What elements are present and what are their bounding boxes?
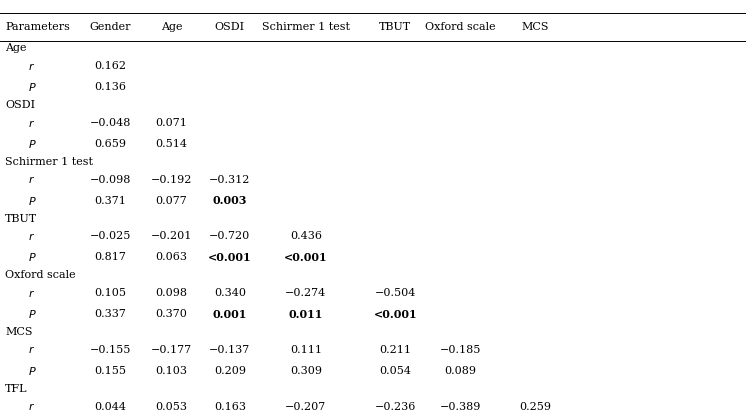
- Text: 0.209: 0.209: [214, 366, 245, 376]
- Text: $r$: $r$: [28, 401, 35, 412]
- Text: Age: Age: [5, 43, 27, 53]
- Text: 0.103: 0.103: [156, 366, 187, 376]
- Text: $r$: $r$: [28, 344, 35, 355]
- Text: OSDI: OSDI: [215, 22, 245, 32]
- Text: 0.259: 0.259: [520, 402, 551, 412]
- Text: Schirmer 1 test: Schirmer 1 test: [5, 157, 93, 167]
- Text: 0.063: 0.063: [156, 252, 187, 262]
- Text: $P$: $P$: [28, 365, 37, 377]
- Text: −0.389: −0.389: [439, 402, 481, 412]
- Text: 0.371: 0.371: [95, 196, 126, 206]
- Text: 0.514: 0.514: [156, 139, 187, 149]
- Text: $P$: $P$: [28, 195, 37, 206]
- Text: Gender: Gender: [90, 22, 131, 32]
- Text: 0.077: 0.077: [156, 196, 187, 206]
- Text: 0.136: 0.136: [95, 82, 126, 92]
- Text: 0.436: 0.436: [290, 231, 322, 241]
- Text: −0.137: −0.137: [209, 345, 251, 355]
- Text: 0.003: 0.003: [213, 195, 247, 206]
- Text: MCS: MCS: [5, 327, 33, 337]
- Text: 0.011: 0.011: [289, 309, 323, 319]
- Text: <0.001: <0.001: [208, 252, 251, 263]
- Text: TBUT: TBUT: [5, 214, 37, 224]
- Text: $r$: $r$: [28, 174, 35, 185]
- Text: 0.155: 0.155: [95, 366, 126, 376]
- Text: −0.504: −0.504: [374, 288, 416, 298]
- Text: <0.001: <0.001: [284, 252, 327, 263]
- Text: <0.001: <0.001: [374, 309, 417, 319]
- Text: $P$: $P$: [28, 251, 37, 263]
- Text: −0.185: −0.185: [439, 345, 481, 355]
- Text: −0.201: −0.201: [151, 231, 192, 241]
- Text: TBUT: TBUT: [379, 22, 412, 32]
- Text: 0.105: 0.105: [95, 288, 126, 298]
- Text: −0.155: −0.155: [90, 345, 131, 355]
- Text: −0.048: −0.048: [90, 118, 131, 128]
- Text: MCS: MCS: [522, 22, 549, 32]
- Text: 0.044: 0.044: [95, 402, 126, 412]
- Text: 0.071: 0.071: [156, 118, 187, 128]
- Text: −0.025: −0.025: [90, 231, 131, 241]
- Text: Age: Age: [161, 22, 182, 32]
- Text: $r$: $r$: [28, 288, 35, 299]
- Text: −0.312: −0.312: [209, 175, 251, 185]
- Text: 0.001: 0.001: [213, 309, 247, 319]
- Text: −0.720: −0.720: [209, 231, 251, 241]
- Text: Schirmer 1 test: Schirmer 1 test: [262, 22, 350, 32]
- Text: 0.163: 0.163: [214, 402, 245, 412]
- Text: $r$: $r$: [28, 61, 35, 72]
- Text: $P$: $P$: [28, 308, 37, 320]
- Text: 0.098: 0.098: [156, 288, 187, 298]
- Text: 0.309: 0.309: [290, 366, 322, 376]
- Text: 0.111: 0.111: [290, 345, 322, 355]
- Text: 0.054: 0.054: [380, 366, 411, 376]
- Text: 0.211: 0.211: [380, 345, 411, 355]
- Text: −0.098: −0.098: [90, 175, 131, 185]
- Text: $P$: $P$: [28, 81, 37, 93]
- Text: Parameters: Parameters: [5, 22, 70, 32]
- Text: 0.089: 0.089: [445, 366, 476, 376]
- Text: TFL: TFL: [5, 384, 28, 394]
- Text: 0.053: 0.053: [156, 402, 187, 412]
- Text: 0.340: 0.340: [214, 288, 245, 298]
- Text: −0.207: −0.207: [285, 402, 327, 412]
- Text: $P$: $P$: [28, 138, 37, 150]
- Text: OSDI: OSDI: [5, 100, 35, 110]
- Text: −0.274: −0.274: [285, 288, 327, 298]
- Text: 0.337: 0.337: [95, 309, 126, 319]
- Text: Oxford scale: Oxford scale: [425, 22, 495, 32]
- Text: 0.659: 0.659: [95, 139, 126, 149]
- Text: −0.236: −0.236: [374, 402, 416, 412]
- Text: −0.192: −0.192: [151, 175, 192, 185]
- Text: 0.162: 0.162: [95, 61, 126, 71]
- Text: 0.370: 0.370: [156, 309, 187, 319]
- Text: 0.817: 0.817: [95, 252, 126, 262]
- Text: Oxford scale: Oxford scale: [5, 270, 76, 280]
- Text: $r$: $r$: [28, 118, 35, 128]
- Text: $r$: $r$: [28, 231, 35, 242]
- Text: −0.177: −0.177: [151, 345, 192, 355]
